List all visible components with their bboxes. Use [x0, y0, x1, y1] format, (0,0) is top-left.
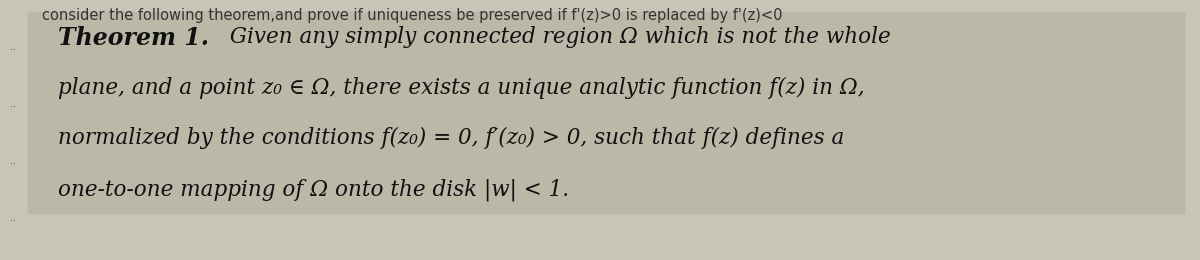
Text: plane, and a point z₀ ∈ Ω, there exists a unique analytic function f(z) in Ω,: plane, and a point z₀ ∈ Ω, there exists … [58, 77, 864, 99]
Text: Theorem 1.: Theorem 1. [58, 26, 209, 50]
FancyBboxPatch shape [28, 12, 1186, 214]
Text: ..: .. [10, 213, 16, 223]
Text: one-to-one mapping of Ω onto the disk |w| < 1.: one-to-one mapping of Ω onto the disk |w… [58, 178, 569, 201]
Text: normalized by the conditions f(z₀) = 0, f′(z₀) > 0, such that f(z) defines a: normalized by the conditions f(z₀) = 0, … [58, 127, 844, 149]
Text: Given any simply connected region Ω which is not the whole: Given any simply connected region Ω whic… [223, 26, 890, 48]
Text: ..: .. [10, 156, 16, 166]
Text: ..: .. [10, 42, 16, 52]
Text: consider the following theorem,and prove if uniqueness be preserved if f'(z)>0 i: consider the following theorem,and prove… [42, 8, 782, 23]
Text: ..: .. [10, 99, 16, 109]
